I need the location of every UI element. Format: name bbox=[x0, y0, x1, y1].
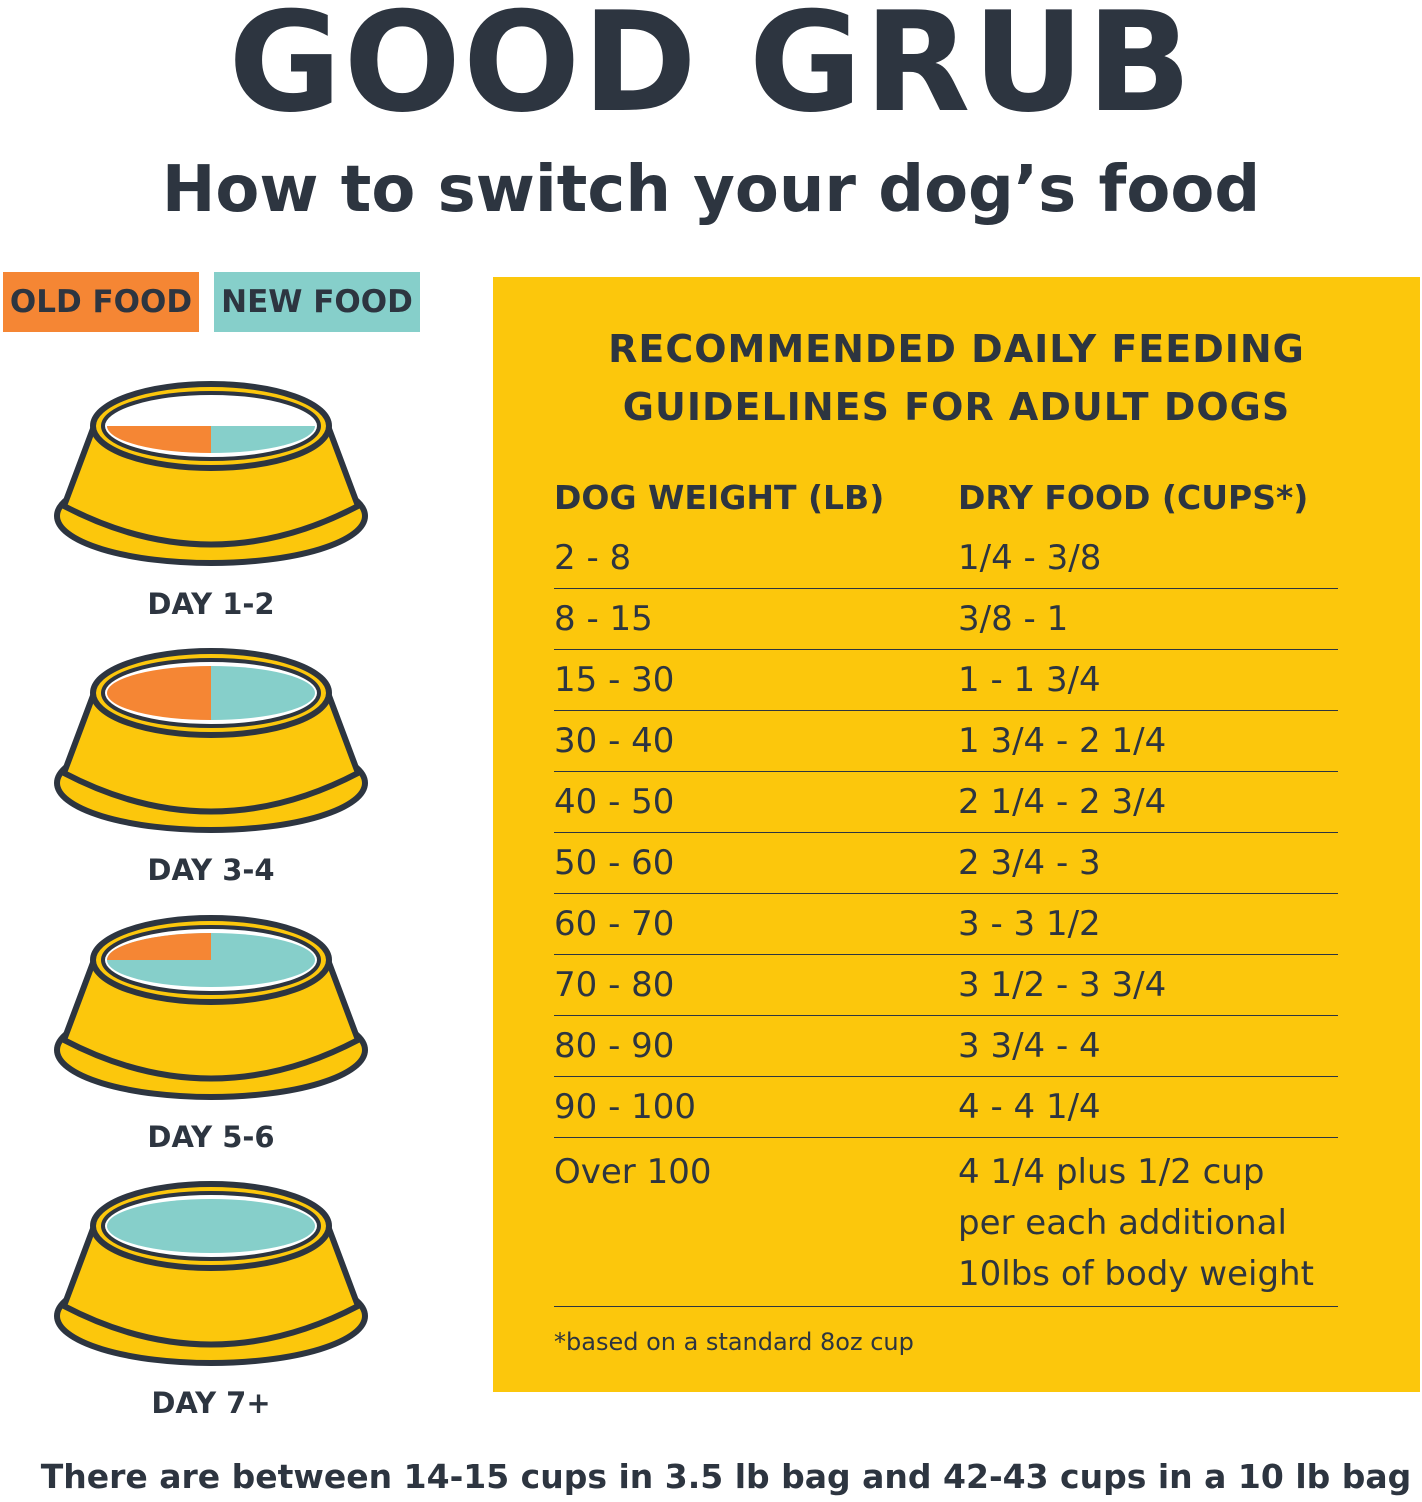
dry-food-line: 10lbs of body weight bbox=[958, 1254, 1314, 1294]
new-food-portion bbox=[107, 1199, 315, 1253]
day-1-2-label: DAY 1-2 bbox=[147, 587, 275, 621]
dry-food-cell: 2 1/4 - 2 3/4 bbox=[958, 782, 1167, 822]
dry-food-cell: 3 3/4 - 4 bbox=[958, 1026, 1101, 1066]
guidelines-title: RECOMMENDED DAILY FEEDING GUIDELINES FOR… bbox=[493, 320, 1420, 436]
table-row: 70 - 80 3 1/2 - 3 3/4 bbox=[554, 955, 1338, 1016]
column-header-weight: DOG WEIGHT (LB) bbox=[554, 478, 885, 517]
weight-cell: 30 - 40 bbox=[554, 721, 675, 761]
weight-cell: 90 - 100 bbox=[554, 1087, 697, 1127]
dry-food-cell: 1/4 - 3/8 bbox=[958, 538, 1102, 578]
brand-title: GOOD GRUB bbox=[228, 0, 1194, 143]
dry-food-line: 4 1/4 plus 1/2 cup bbox=[958, 1152, 1265, 1192]
page-subtitle: How to switch your dog’s food bbox=[161, 153, 1261, 227]
table-row: 8 - 15 3/8 - 1 bbox=[554, 589, 1338, 650]
dry-food-cell: 3 - 3 1/2 bbox=[958, 904, 1101, 944]
table-row: 40 - 50 2 1/4 - 2 3/4 bbox=[554, 772, 1338, 833]
weight-cell: 50 - 60 bbox=[554, 843, 675, 883]
bowl-food bbox=[107, 933, 315, 987]
day-3-4-label: DAY 3-4 bbox=[147, 853, 275, 887]
bowl-day-3-4-icon bbox=[54, 648, 368, 833]
table-row: 15 - 30 1 - 1 3/4 bbox=[554, 650, 1338, 711]
bowl-food bbox=[107, 666, 315, 720]
table-row: Over 100 4 1/4 plus 1/2 cup per each addit… bbox=[554, 1138, 1338, 1307]
day-7-label: DAY 7+ bbox=[151, 1386, 271, 1420]
column-header-dry-food: DRY FOOD (CUPS*) bbox=[958, 478, 1309, 517]
guidelines-title-line-1: RECOMMENDED DAILY FEEDING bbox=[608, 327, 1305, 371]
dry-food-cell: 2 3/4 - 3 bbox=[958, 843, 1101, 883]
bowl-food bbox=[107, 1199, 315, 1253]
table-row: 90 - 100 4 - 4 1/4 bbox=[554, 1077, 1338, 1138]
weight-cell: Over 100 bbox=[554, 1152, 712, 1192]
dry-food-cell: 1 - 1 3/4 bbox=[958, 660, 1101, 700]
legend-old-food: OLD FOOD bbox=[3, 272, 199, 332]
bag-cups-note: There are between 14-15 cups in 3.5 lb b… bbox=[40, 1457, 1412, 1496]
dry-food-cell: 1 3/4 - 2 1/4 bbox=[958, 721, 1167, 761]
weight-cell: 2 - 8 bbox=[554, 538, 632, 578]
weight-cell: 80 - 90 bbox=[554, 1026, 675, 1066]
feeding-table: 2 - 8 1/4 - 3/8 8 - 15 3/8 - 1 15 - 30 1 - 1 … bbox=[554, 528, 1338, 1307]
table-row: 30 - 40 1 3/4 - 2 1/4 bbox=[554, 711, 1338, 772]
day-5-6-label: DAY 5-6 bbox=[147, 1120, 275, 1154]
weight-cell: 60 - 70 bbox=[554, 904, 675, 944]
dry-food-cell: 4 - 4 1/4 bbox=[958, 1087, 1101, 1127]
legend-new-food: NEW FOOD bbox=[214, 272, 420, 332]
weight-cell: 40 - 50 bbox=[554, 782, 675, 822]
dry-food-cell: 3/8 - 1 bbox=[958, 599, 1069, 639]
table-row: 2 - 8 1/4 - 3/8 bbox=[554, 528, 1338, 589]
guidelines-title-line-2: GUIDELINES FOR ADULT DOGS bbox=[622, 385, 1291, 429]
dry-food-line: per each additional bbox=[958, 1203, 1287, 1243]
dry-food-cell: 4 1/4 plus 1/2 cup per each additional 10l… bbox=[958, 1138, 1338, 1306]
cup-footnote: *based on a standard 8oz cup bbox=[554, 1328, 914, 1356]
table-row: 80 - 90 3 3/4 - 4 bbox=[554, 1016, 1338, 1077]
weight-cell: 8 - 15 bbox=[554, 599, 653, 639]
table-row: 50 - 60 2 3/4 - 3 bbox=[554, 833, 1338, 894]
dry-food-cell: 3 1/2 - 3 3/4 bbox=[958, 965, 1167, 1005]
feeding-guidelines-panel bbox=[493, 277, 1420, 1392]
bowl-day-1-2-icon bbox=[54, 381, 368, 566]
bowl-day-7-icon bbox=[54, 1181, 368, 1366]
table-row: 60 - 70 3 - 3 1/2 bbox=[554, 894, 1338, 955]
bowl-day-5-6-icon bbox=[54, 915, 368, 1100]
weight-cell: 15 - 30 bbox=[554, 660, 675, 700]
weight-cell: 70 - 80 bbox=[554, 965, 675, 1005]
